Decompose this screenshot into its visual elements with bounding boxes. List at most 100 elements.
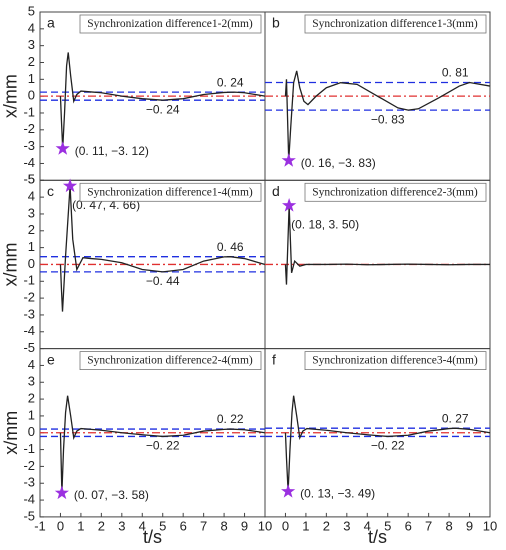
title-box [79, 351, 262, 371]
x-tick-label: 5 [384, 518, 391, 533]
peak-label: (0. 07, −3. 58) [74, 488, 149, 502]
panel-title: Synchronization difference1-2(mm) [87, 18, 253, 30]
x-tick-label: 7 [425, 518, 432, 533]
y-tick-label: 0 [28, 256, 35, 271]
y-tick-label: 1 [28, 239, 35, 254]
band-label: 0. 24 [217, 75, 244, 89]
x-tick-label: 0 [57, 518, 64, 533]
peak-label: (0. 13, −3. 49) [300, 487, 375, 501]
band-label: −0. 44 [146, 274, 180, 288]
band-label: −0. 24 [146, 102, 180, 116]
y-tick-label: 5 [28, 3, 35, 18]
x-tick-label: 0 [282, 518, 289, 533]
x-tick-label: 5 [159, 518, 166, 533]
x-tick-label: 10 [483, 518, 497, 533]
x-tick-label: 4 [364, 518, 371, 533]
y-axis-label: x/mm [1, 242, 21, 286]
y-tick-label: 0 [28, 88, 35, 103]
y-tick-label: 3 [28, 205, 35, 220]
x-tick-label: 1 [77, 518, 84, 533]
y-tick-label: -2 [23, 290, 35, 305]
data-line [284, 395, 491, 492]
x-tick-label: 10 [258, 518, 272, 533]
y-tick-label: -1 [23, 104, 35, 119]
y-tick-label: 1 [28, 71, 35, 86]
peak-star [54, 485, 69, 500]
panel-title: Synchronization difference2-3(mm) [312, 186, 478, 198]
data-line [59, 395, 266, 494]
title-box [304, 14, 487, 34]
y-axis-label: x/mm [1, 74, 21, 118]
band-label: 0. 46 [217, 240, 244, 254]
y-tick-label: -5 [23, 172, 35, 187]
y-tick-label: 5 [28, 172, 35, 187]
x-tick-label: 1 [302, 518, 309, 533]
peak-label: (0. 11, −3. 12) [75, 144, 149, 158]
y-tick-label: -5 [23, 508, 35, 523]
x-tick-label: 2 [98, 518, 105, 533]
y-tick-label: 2 [28, 222, 35, 237]
x-tick-label: 7 [200, 518, 207, 533]
title-box [79, 14, 262, 34]
y-tick-label: -3 [23, 475, 35, 490]
x-tick-label: 6 [405, 518, 412, 533]
peak-star [282, 198, 297, 212]
panel-letter: f [272, 351, 276, 367]
y-tick-label: -5 [23, 340, 35, 355]
x-tick-label: 2 [323, 518, 330, 533]
panel-title: Synchronization difference1-4(mm) [87, 186, 253, 198]
y-axis-label: x/mm [1, 411, 21, 455]
data-line [59, 52, 266, 149]
panel-letter: c [47, 183, 54, 199]
band-label: −0. 22 [371, 439, 405, 453]
title-box [304, 351, 487, 371]
data-line [284, 70, 491, 161]
peak-star [55, 141, 70, 155]
y-tick-label: -1 [23, 273, 35, 288]
x-tick-label: 8 [445, 518, 452, 533]
x-tick-label: 9 [466, 518, 473, 533]
band-label: 0. 81 [442, 66, 469, 80]
y-tick-label: -4 [23, 492, 35, 507]
panel-title: Synchronization difference2-4(mm) [87, 355, 253, 367]
peak-star [281, 484, 296, 498]
peak-star [62, 178, 78, 193]
peak-star [281, 153, 296, 167]
y-tick-label: -4 [23, 323, 35, 338]
x-tick-label: 4 [139, 518, 146, 533]
x-tick-label: 9 [241, 518, 248, 533]
panel-letter: d [272, 183, 280, 199]
x-tick-label: -1 [34, 518, 46, 533]
y-tick-label: -3 [23, 138, 35, 153]
band-label: −0. 22 [146, 439, 180, 453]
y-tick-label: 3 [28, 37, 35, 52]
peak-label: (0. 16, −3. 83) [301, 156, 376, 170]
y-tick-label: 0 [28, 424, 35, 439]
panel-title: Synchronization difference1-3(mm) [312, 18, 478, 30]
data-line [59, 185, 266, 312]
y-tick-label: 3 [28, 374, 35, 389]
y-tick-label: 4 [28, 357, 35, 372]
panel-letter: e [47, 351, 55, 367]
y-tick-label: -2 [23, 121, 35, 136]
peak-label: (0. 18, 3. 50) [291, 218, 359, 232]
band-label: 0. 27 [442, 411, 469, 425]
y-tick-label: 2 [28, 391, 35, 406]
panel-letter: b [272, 15, 280, 31]
y-tick-label: 4 [28, 189, 35, 204]
y-tick-label: 4 [28, 20, 35, 35]
y-tick-label: -2 [23, 458, 35, 473]
y-tick-label: -3 [23, 306, 35, 321]
y-tick-label: -1 [23, 441, 35, 456]
panel-title: Synchronization difference3-4(mm) [312, 355, 478, 367]
x-tick-label: 3 [343, 518, 350, 533]
panel-letter: a [47, 15, 55, 31]
x-tick-label: 3 [118, 518, 125, 533]
x-axis-label: t/s [143, 527, 162, 547]
x-tick-label: 8 [220, 518, 227, 533]
band-label: 0. 22 [217, 412, 244, 426]
data-line [284, 205, 490, 285]
title-box [304, 182, 487, 202]
band-label: −0. 83 [371, 112, 405, 126]
